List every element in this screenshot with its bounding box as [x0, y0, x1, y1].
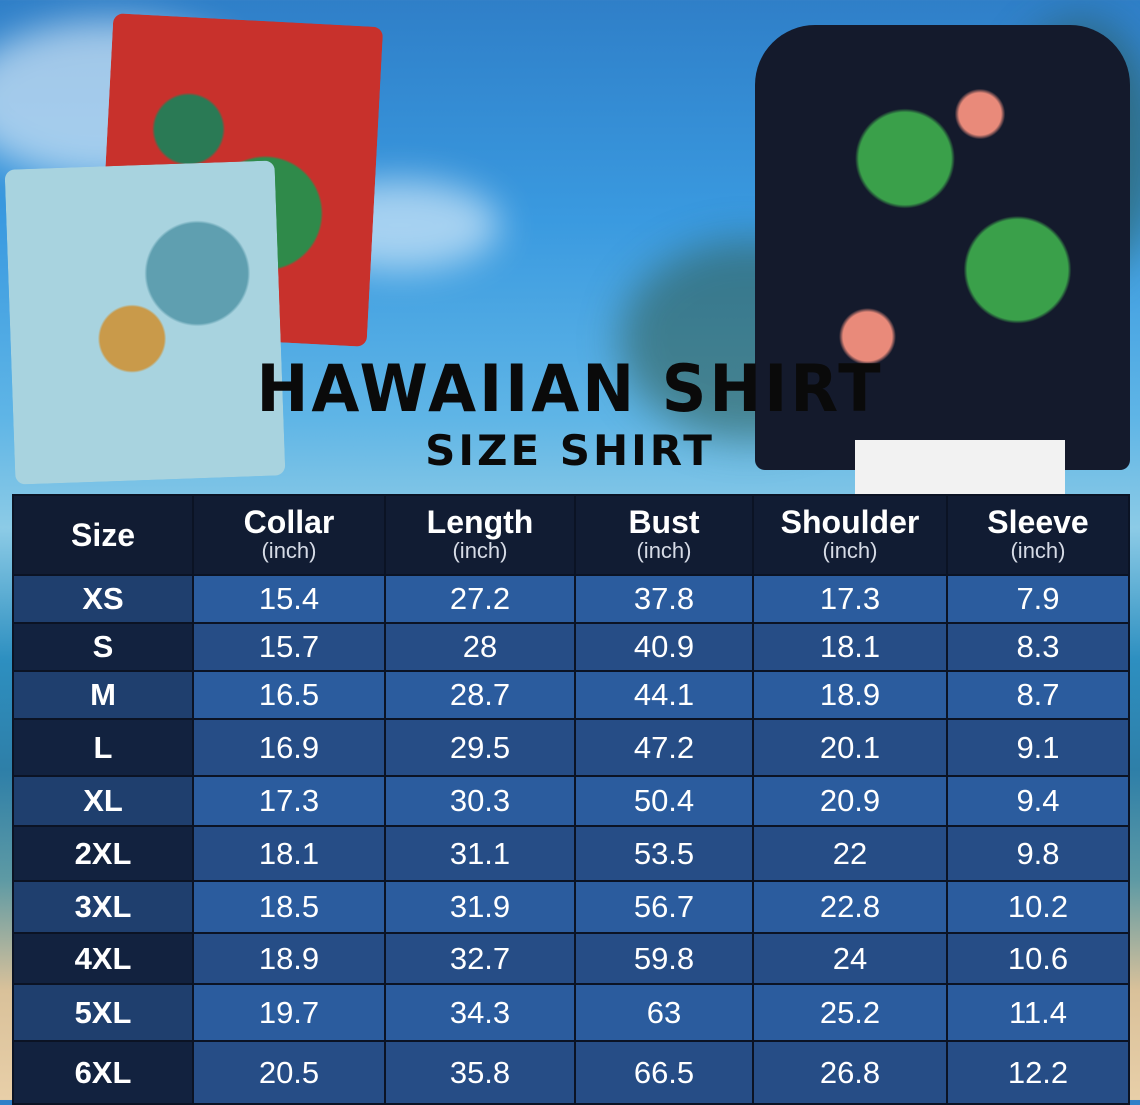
value-cell-sleeve: 9.1: [946, 718, 1130, 777]
header-bust: Bust (inch): [574, 494, 754, 576]
value-cell-shoulder: 17.3: [752, 574, 948, 624]
header-unit: (inch): [452, 538, 508, 563]
value-cell-length: 34.3: [384, 983, 576, 1042]
header-shoulder: Shoulder (inch): [752, 494, 948, 576]
value-cell-bust: 40.9: [574, 622, 754, 672]
value-cell-collar: 18.9: [192, 932, 386, 985]
value-cell-sleeve: 9.8: [946, 825, 1130, 882]
table-row: XL 17.3 30.3 50.4 20.9 9.4: [12, 775, 1130, 827]
value-cell-shoulder: 25.2: [752, 983, 948, 1042]
value-cell-shoulder: 22.8: [752, 880, 948, 934]
size-cell: XS: [12, 574, 194, 624]
value-cell-sleeve: 12.2: [946, 1040, 1130, 1105]
value-cell-shoulder: 18.9: [752, 670, 948, 720]
value-cell-sleeve: 11.4: [946, 983, 1130, 1042]
value-cell-collar: 15.4: [192, 574, 386, 624]
value-cell-shoulder: 22: [752, 825, 948, 882]
value-cell-length: 30.3: [384, 775, 576, 827]
value-cell-bust: 50.4: [574, 775, 754, 827]
value-cell-bust: 53.5: [574, 825, 754, 882]
value-cell-sleeve: 10.2: [946, 880, 1130, 934]
value-cell-length: 28.7: [384, 670, 576, 720]
value-cell-collar: 16.9: [192, 718, 386, 777]
value-cell-sleeve: 8.7: [946, 670, 1130, 720]
value-cell-length: 31.1: [384, 825, 576, 882]
value-cell-sleeve: 7.9: [946, 574, 1130, 624]
value-cell-length: 28: [384, 622, 576, 672]
value-cell-shoulder: 26.8: [752, 1040, 948, 1105]
value-cell-length: 31.9: [384, 880, 576, 934]
value-cell-shoulder: 24: [752, 932, 948, 985]
value-cell-length: 27.2: [384, 574, 576, 624]
model-pants: [855, 440, 1065, 495]
header-label: Collar: [243, 504, 335, 540]
page-subtitle: SIZE SHIRT: [425, 426, 715, 475]
table-header-row: Size Collar (inch) Length (inch) Bust (inch) S…: [12, 494, 1130, 576]
value-cell-sleeve: 10.6: [946, 932, 1130, 985]
value-cell-bust: 37.8: [574, 574, 754, 624]
value-cell-shoulder: 18.1: [752, 622, 948, 672]
header-size: Size: [12, 494, 194, 576]
table-row: 5XL 19.7 34.3 63 25.2 11.4: [12, 983, 1130, 1042]
header-unit: (inch): [1010, 538, 1066, 563]
table-row: L 16.9 29.5 47.2 20.1 9.1: [12, 718, 1130, 777]
header-unit: (inch): [636, 538, 692, 563]
table-row: 2XL 18.1 31.1 53.5 22 9.8: [12, 825, 1130, 882]
model-flamingo-shirt-image: [755, 25, 1130, 470]
value-cell-collar: 18.1: [192, 825, 386, 882]
header-collar: Collar (inch): [192, 494, 386, 576]
value-cell-collar: 18.5: [192, 880, 386, 934]
header-unit: (inch): [822, 538, 878, 563]
value-cell-bust: 47.2: [574, 718, 754, 777]
header-label: Bust: [628, 504, 700, 540]
value-cell-sleeve: 9.4: [946, 775, 1130, 827]
header-label: Sleeve: [987, 504, 1089, 540]
header-label: Shoulder: [780, 504, 920, 540]
value-cell-collar: 20.5: [192, 1040, 386, 1105]
value-cell-length: 35.8: [384, 1040, 576, 1105]
value-cell-collar: 17.3: [192, 775, 386, 827]
value-cell-bust: 44.1: [574, 670, 754, 720]
value-cell-collar: 19.7: [192, 983, 386, 1042]
table-row: 3XL 18.5 31.9 56.7 22.8 10.2: [12, 880, 1130, 934]
size-cell: XL: [12, 775, 194, 827]
table-row: M 16.5 28.7 44.1 18.9 8.7: [12, 670, 1130, 720]
value-cell-length: 29.5: [384, 718, 576, 777]
header-sleeve: Sleeve (inch): [946, 494, 1130, 576]
size-cell: L: [12, 718, 194, 777]
header-label: Length: [426, 504, 534, 540]
page-title: HAWAIIAN SHIRT: [256, 350, 884, 427]
size-cell: 5XL: [12, 983, 194, 1042]
value-cell-bust: 59.8: [574, 932, 754, 985]
size-cell: 6XL: [12, 1040, 194, 1105]
value-cell-length: 32.7: [384, 932, 576, 985]
value-cell-collar: 16.5: [192, 670, 386, 720]
size-cell: 2XL: [12, 825, 194, 882]
value-cell-bust: 66.5: [574, 1040, 754, 1105]
size-cell: 3XL: [12, 880, 194, 934]
value-cell-shoulder: 20.1: [752, 718, 948, 777]
table-row: 4XL 18.9 32.7 59.8 24 10.6: [12, 932, 1130, 985]
table-row: XS 15.4 27.2 37.8 17.3 7.9: [12, 574, 1130, 624]
table-row: S 15.7 28 40.9 18.1 8.3: [12, 622, 1130, 672]
size-table: Size Collar (inch) Length (inch) Bust (inch) S…: [12, 494, 1130, 1105]
size-cell: M: [12, 670, 194, 720]
value-cell-bust: 56.7: [574, 880, 754, 934]
size-cell: S: [12, 622, 194, 672]
header-unit: (inch): [261, 538, 317, 563]
value-cell-shoulder: 20.9: [752, 775, 948, 827]
size-cell: 4XL: [12, 932, 194, 985]
value-cell-sleeve: 8.3: [946, 622, 1130, 672]
table-row: 6XL 20.5 35.8 66.5 26.8 12.2: [12, 1040, 1130, 1105]
header-length: Length (inch): [384, 494, 576, 576]
value-cell-bust: 63: [574, 983, 754, 1042]
value-cell-collar: 15.7: [192, 622, 386, 672]
